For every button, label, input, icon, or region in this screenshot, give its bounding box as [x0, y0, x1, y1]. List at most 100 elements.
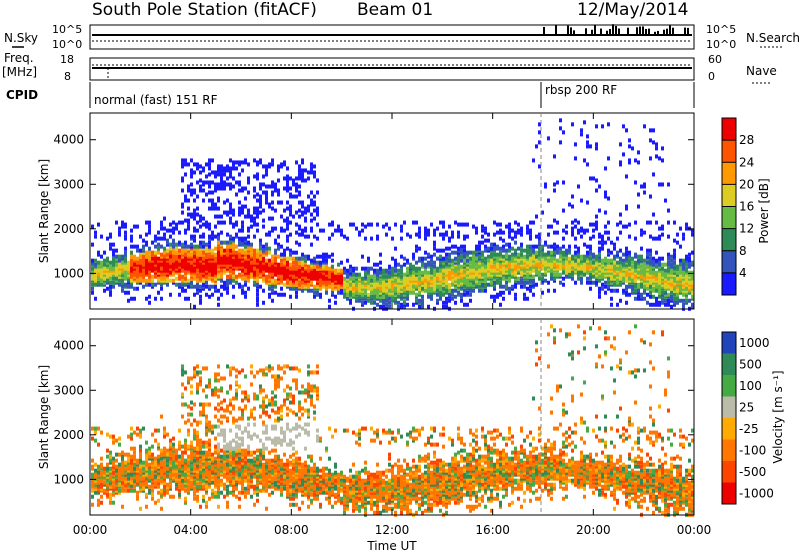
radar-cell	[130, 484, 133, 489]
radar-cell	[322, 270, 325, 275]
radar-cell	[280, 162, 283, 167]
radar-cell	[655, 288, 658, 293]
radar-cell	[661, 276, 664, 281]
radar-cell	[601, 264, 604, 269]
radar-cell	[118, 468, 121, 473]
radar-cell	[181, 162, 184, 167]
radar-cell	[271, 180, 274, 185]
radar-cell	[379, 288, 382, 293]
radar-cell	[523, 260, 526, 265]
radar-cell	[553, 272, 556, 277]
radar-cell	[100, 456, 103, 461]
radar-cell	[559, 272, 562, 277]
radar-cell	[121, 256, 124, 261]
radar-cell	[514, 278, 517, 283]
radar-cell	[310, 166, 313, 171]
radar-cell	[496, 260, 499, 265]
radar-cell	[115, 262, 118, 267]
radar-cell	[382, 290, 385, 295]
nsky-spike	[606, 30, 608, 35]
radar-cell	[670, 278, 673, 283]
radar-cell	[160, 470, 163, 475]
radar-cell	[118, 272, 121, 277]
radar-cell	[628, 284, 631, 289]
radar-cell	[226, 182, 229, 187]
radar-cell	[505, 264, 508, 269]
radar-cell	[508, 276, 511, 281]
radar-cell	[550, 244, 553, 249]
radar-cell	[370, 266, 373, 271]
radar-cell	[202, 466, 205, 471]
radar-cell	[457, 272, 460, 277]
radar-cell	[403, 298, 406, 303]
radar-cell	[130, 284, 133, 289]
radar-cell	[400, 286, 403, 291]
radar-cell	[685, 292, 688, 297]
radar-cell	[190, 282, 193, 287]
radar-cell	[523, 272, 526, 277]
radar-cell	[445, 262, 448, 267]
radar-cell	[502, 248, 505, 253]
radar-cell	[184, 280, 187, 285]
radar-cell	[634, 254, 637, 259]
radar-cell	[505, 248, 508, 253]
radar-cell	[595, 258, 598, 263]
radar-cell	[109, 482, 112, 487]
radar-cell	[454, 220, 457, 225]
radar-cell	[139, 268, 142, 273]
radar-cell	[442, 262, 445, 267]
radar-cell	[250, 224, 253, 229]
radar-cell	[622, 252, 625, 257]
radar-cell	[202, 270, 205, 275]
radar-cell	[298, 190, 301, 195]
radar-cell	[253, 216, 256, 221]
radar-cell	[163, 462, 166, 467]
radar-cell	[160, 244, 163, 249]
radar-cell	[259, 268, 262, 273]
radar-cell	[184, 472, 187, 477]
radar-cell	[517, 230, 520, 235]
radar-cell	[142, 258, 145, 263]
radar-cell	[154, 476, 157, 481]
radar-cell	[157, 248, 160, 253]
radar-cell	[262, 244, 265, 249]
radar-cell	[631, 290, 634, 295]
radar-cell	[163, 460, 166, 465]
radar-cell	[220, 256, 223, 261]
radar-cell	[136, 432, 139, 437]
radar-cell	[247, 190, 250, 195]
radar-cell	[190, 390, 193, 395]
radar-cell	[451, 270, 454, 275]
radar-cell	[511, 270, 514, 275]
radar-cell	[484, 270, 487, 275]
radar-cell	[169, 472, 172, 477]
radar-cell	[661, 268, 664, 273]
radar-cell	[454, 244, 457, 249]
radar-cell	[673, 284, 676, 289]
radar-cell	[310, 274, 313, 279]
radar-cell	[586, 260, 589, 265]
radar-cell	[346, 274, 349, 279]
radar-cell	[166, 474, 169, 479]
radar-cell	[196, 468, 199, 473]
radar-cell	[124, 268, 127, 273]
radar-cell	[343, 266, 346, 271]
radar-cell	[220, 220, 223, 225]
radar-cell	[199, 276, 202, 281]
radar-cell	[103, 266, 106, 271]
radar-cell	[190, 270, 193, 275]
radar-cell	[274, 272, 277, 277]
radar-cell	[259, 198, 262, 203]
radar-cell	[115, 274, 118, 279]
radar-cell	[160, 274, 163, 279]
radar-cell	[667, 256, 670, 261]
radar-cell	[373, 290, 376, 295]
radar-cell	[226, 280, 229, 285]
radar-cell	[181, 262, 184, 267]
radar-cell	[202, 272, 205, 277]
radar-cell	[100, 488, 103, 493]
radar-cell	[202, 452, 205, 457]
radar-cell	[175, 454, 178, 459]
radar-cell	[181, 480, 184, 485]
radar-cell	[118, 268, 121, 273]
